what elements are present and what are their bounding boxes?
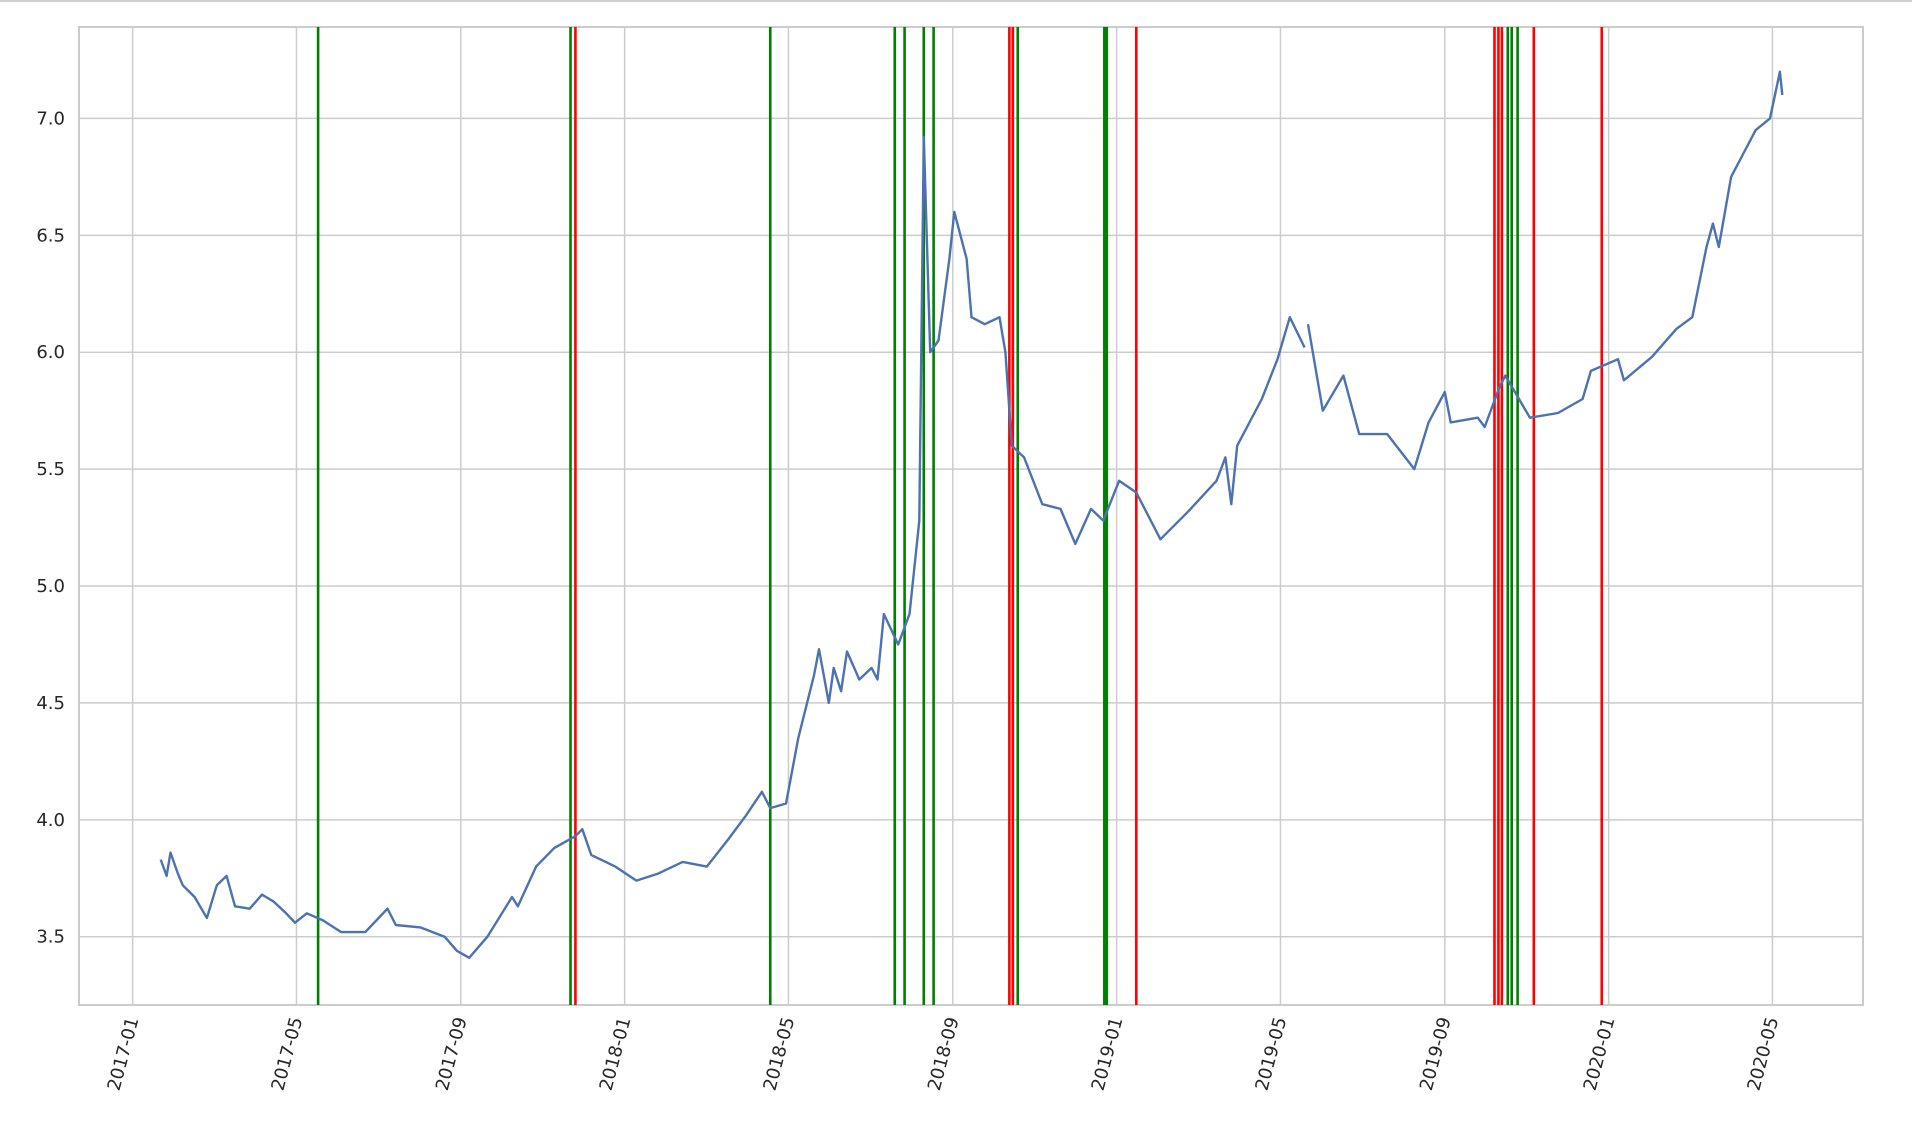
- y-tick-label: 5.5: [36, 459, 65, 480]
- y-tick-label: 4.0: [36, 810, 65, 831]
- y-tick-label: 7.0: [36, 108, 65, 129]
- series-line: [159, 70, 1784, 959]
- y-tick-label: 6.0: [36, 342, 65, 363]
- plot-frame: [78, 26, 1864, 1006]
- y-tick-label: 3.5: [36, 927, 65, 948]
- y-tick-label: 6.5: [36, 225, 65, 246]
- y-tick-label: 5.0: [36, 576, 65, 597]
- y-tick-label: 4.5: [36, 693, 65, 714]
